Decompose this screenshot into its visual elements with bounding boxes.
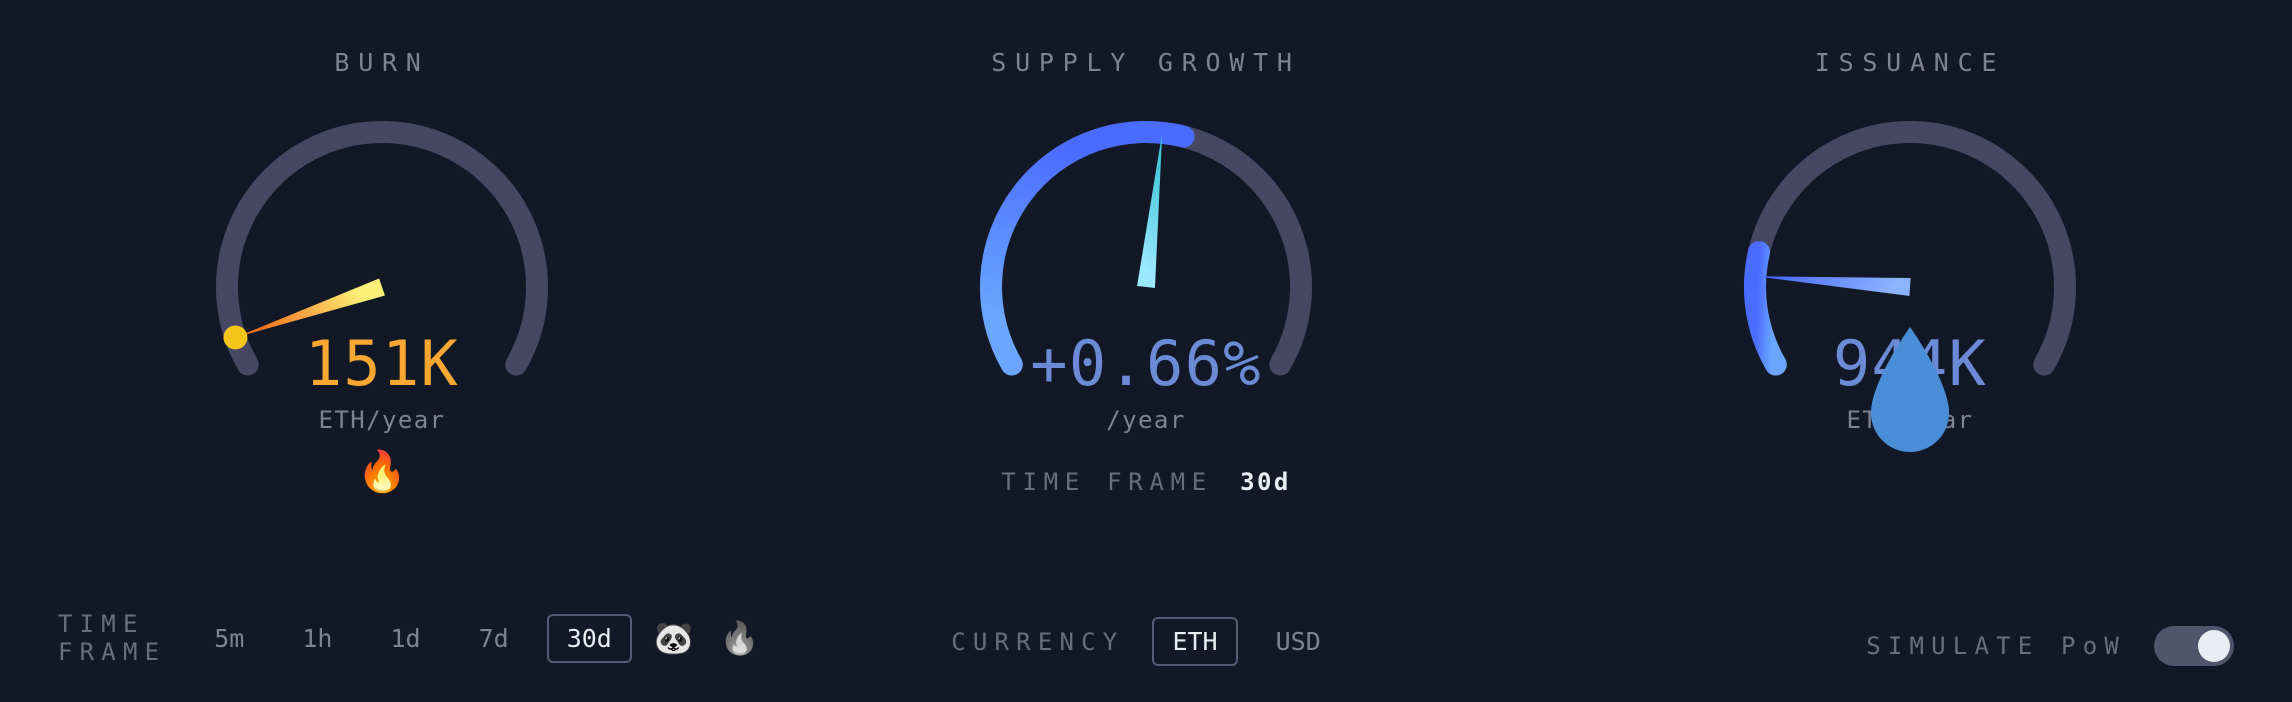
timeframe-option-30d[interactable]: 30d bbox=[547, 614, 632, 663]
flame-icon[interactable]: 🔥 bbox=[716, 615, 764, 661]
currency-label: CURRENCY bbox=[951, 628, 1124, 656]
panel-supply: SUPPLY GROWTH +0.66% /year TIME FRAME 30… bbox=[764, 0, 1528, 702]
fire-icon: 🔥 bbox=[357, 452, 407, 492]
toggle-knob bbox=[2198, 630, 2230, 662]
currency-controls: CURRENCY ETH USD bbox=[764, 617, 1528, 666]
panel-burn: BURN 151K ETH/year 🔥 TIME FRAME 5m1h1d7d… bbox=[0, 0, 764, 702]
gauge-issuance: 944K ETH/year bbox=[1690, 67, 2130, 507]
currency-option-eth[interactable]: ETH bbox=[1152, 617, 1237, 666]
timeframe-option-1d[interactable]: 1d bbox=[370, 614, 440, 663]
simulate-controls: SIMULATE PoW bbox=[1528, 626, 2292, 666]
gauge-supply: +0.66% /year TIME FRAME 30d bbox=[926, 67, 1366, 507]
currency-option-usd[interactable]: USD bbox=[1256, 617, 1341, 666]
gauge-burn: 151K ETH/year 🔥 bbox=[162, 67, 602, 507]
panel-issuance: ISSUANCE 944K ETH/year SIMULATE PoW bbox=[1528, 0, 2292, 702]
supply-unit: /year bbox=[1106, 406, 1185, 434]
timeframe-options: 5m 1h 1d 7d 30d 🐼 🔥 bbox=[194, 614, 763, 663]
timeframe-option-5m[interactable]: 5m bbox=[194, 614, 264, 663]
supply-timeframe: TIME FRAME 30d bbox=[1001, 468, 1290, 496]
currency-options: ETH USD bbox=[1152, 617, 1340, 666]
panda-icon[interactable]: 🐼 bbox=[650, 615, 698, 661]
simulate-label: SIMULATE PoW bbox=[1866, 632, 2126, 660]
burn-value: 151K bbox=[305, 327, 459, 400]
timeframe-option-1h[interactable]: 1h bbox=[282, 614, 352, 663]
timeframe-label: TIME FRAME bbox=[58, 610, 166, 666]
timeframe-option-7d[interactable]: 7d bbox=[459, 614, 529, 663]
supply-value: +0.66% bbox=[1030, 327, 1261, 400]
burn-unit: ETH/year bbox=[318, 406, 445, 434]
timeframe-controls: TIME FRAME 5m 1h 1d 7d 30d 🐼 🔥 bbox=[0, 610, 764, 666]
simulate-pow-toggle[interactable] bbox=[2154, 626, 2234, 666]
